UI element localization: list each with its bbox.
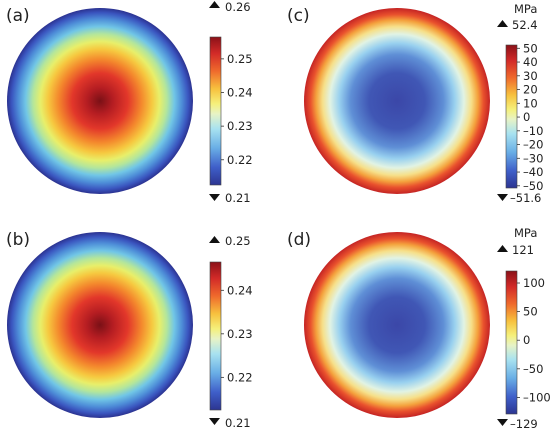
- panel-label: (a): [6, 6, 30, 26]
- max-value: 0.25: [225, 234, 251, 248]
- colorbar-tick-label: 0.23: [227, 119, 253, 133]
- max-triangle-icon: [497, 245, 508, 252]
- colorbar-tick-label: –50: [523, 179, 543, 193]
- panel-a: (a) 0.26 0.25 0.24 0.23 0.22 0.21: [6, 0, 253, 205]
- max-triangle-icon: [209, 236, 220, 243]
- colorbar-tick-label: 0.22: [227, 370, 253, 384]
- colorbar-tick-label: 50: [523, 305, 538, 319]
- min-value: 0.21: [225, 416, 251, 430]
- max-value: 0.26: [225, 0, 251, 14]
- colorbar: [505, 44, 518, 189]
- min-triangle-icon: [209, 418, 220, 425]
- colorbar: [209, 36, 222, 186]
- colorbar-ticks: 0.25 0.24 0.23 0.22: [221, 52, 253, 167]
- colorbar-ticks: 0.24 0.23 0.22: [221, 283, 253, 384]
- colorbar-tick-label: –10: [523, 124, 543, 138]
- contour-disk: [7, 8, 193, 194]
- colorbar-tick-label: 0: [523, 110, 530, 124]
- panel-label: (d): [287, 230, 311, 250]
- max-triangle-icon: [209, 1, 220, 8]
- colorbar-tick-label: 0.23: [227, 327, 253, 341]
- contour-disk: [304, 8, 490, 194]
- contour-disk: [7, 232, 193, 418]
- colorbar-tick-label: –20: [523, 138, 543, 152]
- colorbar: [209, 261, 222, 411]
- colorbar-tick-label: 0.24: [227, 86, 253, 100]
- colorbar: [505, 270, 518, 415]
- panel-label: (b): [6, 230, 30, 250]
- colorbar-tick-label: 0.24: [227, 283, 253, 297]
- panel-c: (c) MPa 52.4 50403020100–10–20–30–40–50 …: [287, 2, 543, 205]
- unit-label: MPa: [514, 2, 537, 16]
- colorbar-ticks: 100 50 0 –50 –100: [517, 276, 550, 404]
- contour-disk: [304, 232, 490, 418]
- colorbar-tick-label: 10: [523, 96, 538, 110]
- min-value: 0.21: [225, 191, 251, 205]
- max-value: 121: [512, 243, 534, 257]
- colorbar-tick-label: 40: [523, 55, 538, 69]
- unit-label: MPa: [514, 226, 537, 240]
- colorbar-tick-label: 0.22: [227, 153, 253, 167]
- min-value: –51.6: [510, 191, 541, 205]
- colorbar-tick-label: 100: [523, 276, 545, 290]
- colorbar-tick-label: 50: [523, 41, 538, 55]
- colorbar-tick-label: –40: [523, 165, 543, 179]
- colorbar-tick-label: 0: [523, 333, 530, 347]
- panel-d: (d) MPa 121 100 50 0 –50 –100 –129: [287, 226, 550, 431]
- panel-b: (b) 0.25 0.24 0.23 0.22 0.21: [6, 230, 253, 430]
- panel-label: (c): [287, 6, 310, 26]
- min-triangle-icon: [497, 194, 508, 201]
- max-triangle-icon: [497, 20, 508, 27]
- colorbar-tick-label: –50: [523, 362, 543, 376]
- min-triangle-icon: [209, 194, 220, 201]
- colorbar-tick-label: –30: [523, 151, 543, 165]
- min-triangle-icon: [497, 419, 508, 426]
- min-value: –129: [510, 417, 538, 431]
- colorbar-tick-label: –100: [523, 390, 550, 404]
- colorbar-tick-label: 20: [523, 83, 538, 97]
- colorbar-tick-label: 0.25: [227, 52, 253, 66]
- colorbar-tick-label: 30: [523, 69, 538, 83]
- max-value: 52.4: [512, 18, 538, 32]
